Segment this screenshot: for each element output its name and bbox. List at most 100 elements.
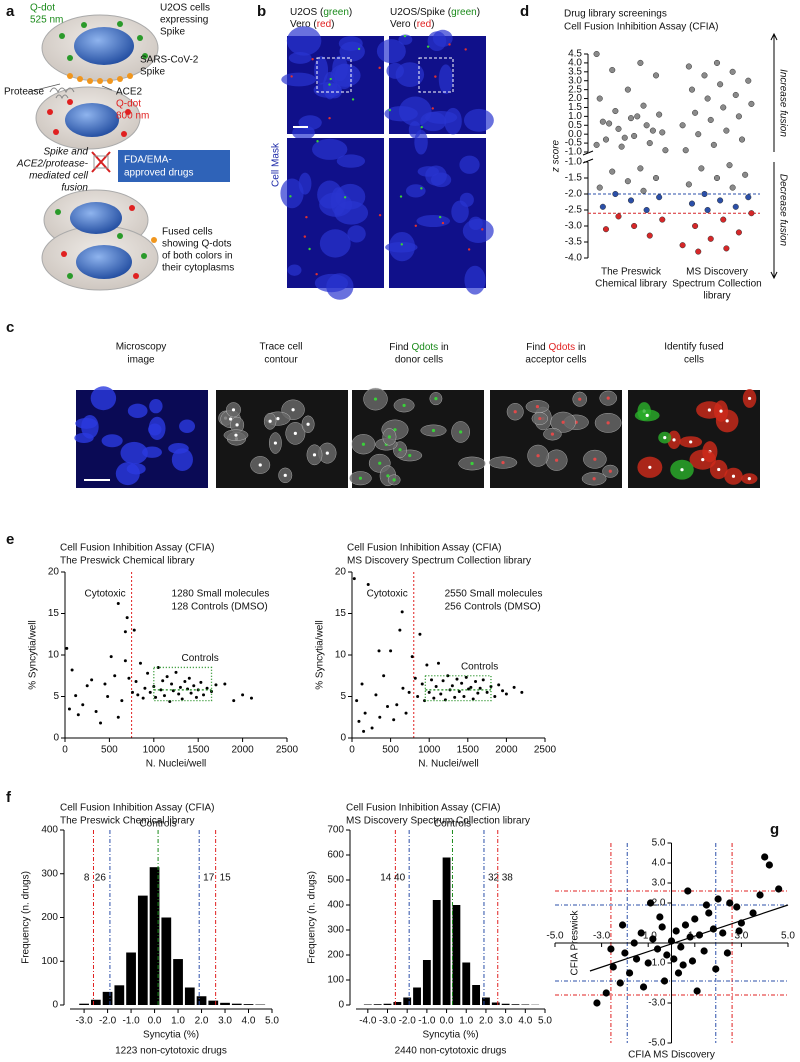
data-point — [720, 104, 727, 111]
data-point — [627, 115, 635, 122]
y-tick-label: 15 — [335, 608, 347, 619]
bar — [373, 1004, 382, 1005]
bar — [521, 1004, 530, 1005]
data-point — [652, 72, 660, 79]
data-point — [462, 695, 466, 698]
data-point — [738, 136, 746, 143]
y-axis-label: CFIA Preswick — [570, 909, 581, 975]
annotation: 256 Controls (DMSO) — [445, 602, 541, 613]
data-point — [439, 692, 443, 696]
cell-blob — [280, 178, 304, 209]
bar — [472, 985, 481, 1005]
qdot — [592, 477, 596, 481]
qdot — [386, 474, 390, 478]
y-tick-label: 4.0 — [652, 858, 666, 869]
y-tick-label: 200 — [327, 950, 344, 961]
data-point — [453, 695, 457, 699]
data-point — [116, 602, 120, 606]
y-tick-label: -0.5 — [565, 138, 583, 149]
data-point — [154, 695, 158, 699]
qdot — [464, 48, 467, 51]
data-point — [621, 134, 628, 141]
data-point — [357, 719, 361, 723]
x-tick-label: 4.0 — [242, 1016, 256, 1027]
data-point — [729, 68, 736, 75]
data-point — [684, 887, 692, 895]
annotation: Cytotoxic — [367, 589, 408, 600]
qdot — [231, 408, 236, 412]
data-point — [178, 685, 182, 689]
data-point — [674, 969, 683, 977]
data-point — [652, 174, 660, 182]
x-tick-label: -3.0 — [593, 931, 611, 942]
data-point — [637, 165, 644, 172]
data-point — [81, 703, 85, 707]
x-axis-label: CFIA MS Discovery — [628, 1050, 715, 1061]
data-point — [679, 122, 686, 129]
cell-blob — [464, 265, 486, 295]
qdot — [357, 47, 361, 51]
qdot — [408, 453, 412, 458]
bar — [114, 985, 125, 1005]
data-point — [615, 213, 622, 220]
qdot — [434, 75, 437, 78]
data-point — [404, 711, 408, 715]
panel-label: e — [6, 531, 14, 548]
y-tick-label: -5.0 — [648, 1038, 666, 1049]
label: SARS-CoV-2 — [140, 55, 199, 66]
qdot — [441, 221, 445, 225]
y-tick-label: 100 — [41, 956, 58, 967]
data-point — [489, 685, 493, 689]
axis-break — [582, 150, 594, 156]
data-point — [640, 102, 647, 109]
data-point — [410, 655, 414, 659]
x-tick-label: 2000 — [495, 745, 518, 756]
cell-blob — [286, 26, 322, 56]
qdot — [513, 410, 517, 414]
qdot — [329, 77, 332, 81]
data-point — [374, 693, 378, 697]
panel-label: a — [6, 3, 15, 20]
bar — [501, 1003, 510, 1005]
side-label: Decrease fusion — [777, 174, 788, 247]
bar — [383, 1003, 392, 1005]
chart-title: Cell Fusion Inhibition Assay (CFIA) — [60, 803, 215, 814]
data-point — [146, 671, 150, 675]
qdot — [393, 428, 397, 432]
x-tick-label: -5.0 — [546, 931, 564, 942]
panel-label: c — [6, 319, 14, 336]
data-point — [658, 923, 666, 931]
data-point — [637, 59, 644, 66]
nucleus — [76, 245, 132, 279]
data-point — [395, 703, 399, 707]
bar — [442, 857, 451, 1005]
x-tick-label: 2.0 — [195, 1016, 209, 1027]
data-point — [637, 929, 645, 937]
data-point — [707, 235, 714, 242]
x-tick-label: 0 — [349, 745, 355, 756]
qdot — [561, 420, 565, 424]
qdot — [689, 440, 693, 444]
x-tick-label: 3.0 — [218, 1016, 232, 1027]
y-tick-label: 20 — [48, 567, 60, 578]
cell-blob — [326, 273, 354, 300]
qdot — [538, 416, 542, 421]
qdot — [707, 408, 711, 412]
data-point — [99, 721, 103, 725]
cell-blob — [148, 416, 166, 441]
bar — [196, 996, 207, 1005]
data-point — [85, 684, 89, 688]
data-point — [707, 116, 714, 123]
data-point — [615, 125, 622, 132]
data-point — [688, 200, 696, 207]
cell-blob — [463, 108, 494, 132]
panel-label: g — [770, 821, 779, 838]
data-point — [701, 190, 708, 198]
data-point — [123, 630, 127, 634]
data-point — [70, 668, 74, 672]
y-tick-label: 0 — [53, 733, 59, 744]
x-tick-label: 5.0 — [781, 931, 795, 942]
qdot — [325, 451, 329, 455]
qdot — [387, 435, 392, 439]
y-tick-label: -2.0 — [565, 189, 583, 200]
